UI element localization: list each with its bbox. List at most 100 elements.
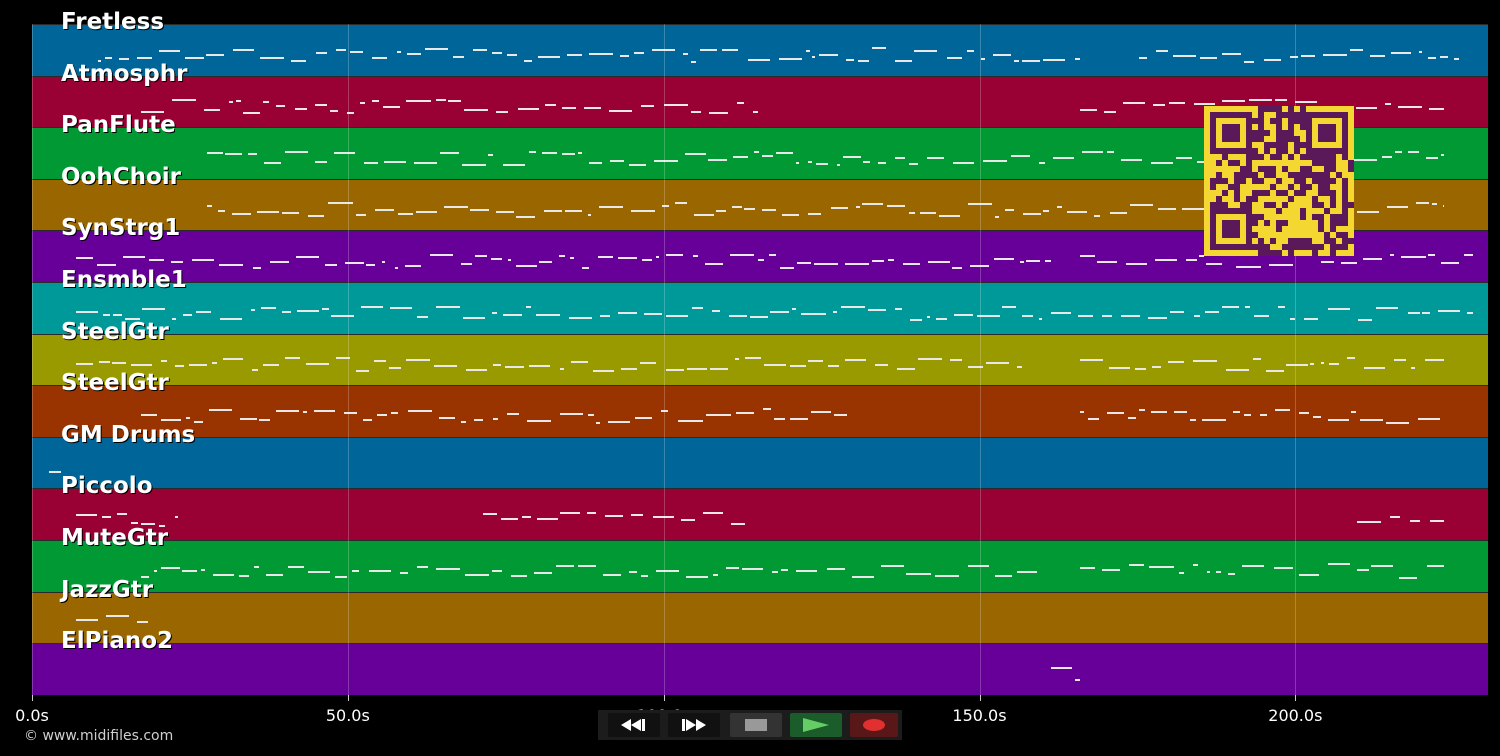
note-dash	[741, 568, 763, 571]
note-dash	[495, 110, 509, 113]
note-dash	[153, 569, 157, 572]
note-dash	[218, 263, 244, 266]
note-dash	[1129, 563, 1144, 566]
note-dash	[137, 620, 149, 623]
note-dash	[954, 314, 973, 317]
note-dash	[690, 110, 702, 113]
note-dash	[780, 569, 789, 572]
note-dash	[1370, 564, 1394, 567]
note-dash	[1130, 204, 1153, 207]
fast-forward-button[interactable]	[668, 713, 720, 737]
note-dash	[1273, 566, 1293, 569]
note-dash	[368, 569, 392, 572]
track-name: Atmosphr	[61, 60, 188, 87]
note-dash	[372, 57, 388, 60]
note-dash	[1364, 366, 1385, 369]
note-dash	[1151, 365, 1161, 368]
note-dash	[329, 109, 338, 112]
note-dash	[678, 419, 703, 422]
note-dash	[1356, 521, 1382, 524]
note-dash	[1428, 57, 1436, 60]
note-dash	[536, 314, 561, 317]
note-dash	[577, 151, 582, 154]
note-dash	[1181, 208, 1207, 211]
track-name: SynStrg1	[61, 215, 181, 242]
note-dash	[1207, 570, 1211, 573]
note-dash	[1011, 154, 1030, 157]
note-dash	[112, 361, 127, 364]
note-dash	[104, 57, 113, 60]
note-dash	[364, 161, 379, 164]
note-dash	[633, 52, 644, 55]
note-dash	[1438, 310, 1461, 313]
note-dash	[543, 209, 562, 212]
note-dash	[769, 310, 789, 313]
note-dash	[469, 209, 489, 211]
track-lane	[32, 591, 1488, 644]
note-dash	[1233, 411, 1241, 414]
note-dash	[1354, 159, 1377, 162]
note-dash	[260, 306, 276, 309]
note-dash	[928, 260, 950, 263]
rewind-button[interactable]	[608, 713, 660, 737]
note-dash	[1204, 311, 1220, 314]
note-dash	[660, 409, 669, 412]
note-dash	[252, 266, 261, 269]
note-dash	[248, 153, 257, 156]
record-button[interactable]	[850, 713, 898, 737]
stop-button[interactable]	[730, 713, 782, 737]
note-dash	[792, 308, 796, 311]
note-dash	[1340, 262, 1357, 265]
note-dash	[505, 365, 525, 368]
note-dash	[1356, 106, 1377, 109]
note-dash	[365, 264, 376, 267]
note-dash	[399, 571, 409, 574]
note-dash	[124, 317, 141, 320]
note-dash	[488, 153, 493, 156]
note-dash	[440, 152, 459, 155]
note-dash	[819, 53, 839, 56]
note-dash	[206, 151, 223, 154]
note-dash	[308, 215, 325, 218]
note-dash	[416, 211, 437, 214]
note-dash	[652, 515, 674, 518]
note-dash	[263, 161, 281, 164]
note-dash	[331, 315, 355, 318]
note-dash	[1441, 262, 1459, 265]
note-dash	[779, 57, 803, 60]
note-dash	[1328, 418, 1349, 421]
note-dash	[211, 362, 218, 365]
note-dash	[1407, 311, 1420, 314]
note-dash	[1299, 573, 1319, 576]
note-dash	[826, 568, 845, 571]
note-dash	[209, 408, 232, 411]
note-dash	[1313, 416, 1321, 419]
note-dash	[711, 310, 720, 313]
note-dash	[897, 368, 915, 371]
note-dash	[112, 314, 123, 317]
note-dash	[593, 370, 614, 373]
note-dash	[628, 570, 637, 573]
note-dash	[1227, 572, 1236, 575]
note-dash	[731, 205, 742, 208]
note-dash	[196, 310, 211, 313]
note-dash	[1193, 103, 1215, 106]
note-dash	[872, 259, 884, 262]
note-dash	[641, 574, 649, 577]
play-button[interactable]	[790, 713, 842, 737]
note-dash	[117, 512, 127, 515]
note-dash	[1395, 150, 1402, 153]
note-dash	[757, 258, 765, 261]
note-dash	[1244, 60, 1255, 63]
note-dash	[1051, 312, 1072, 315]
note-dash	[1320, 362, 1324, 365]
note-dash	[1464, 253, 1474, 256]
note-dash	[706, 414, 731, 417]
note-dash	[1200, 57, 1218, 60]
note-dash	[510, 574, 528, 577]
note-dash	[620, 367, 637, 370]
note-dash	[1127, 417, 1137, 420]
note-dash	[902, 262, 920, 265]
note-dash	[1386, 421, 1409, 424]
note-dash	[185, 56, 204, 59]
